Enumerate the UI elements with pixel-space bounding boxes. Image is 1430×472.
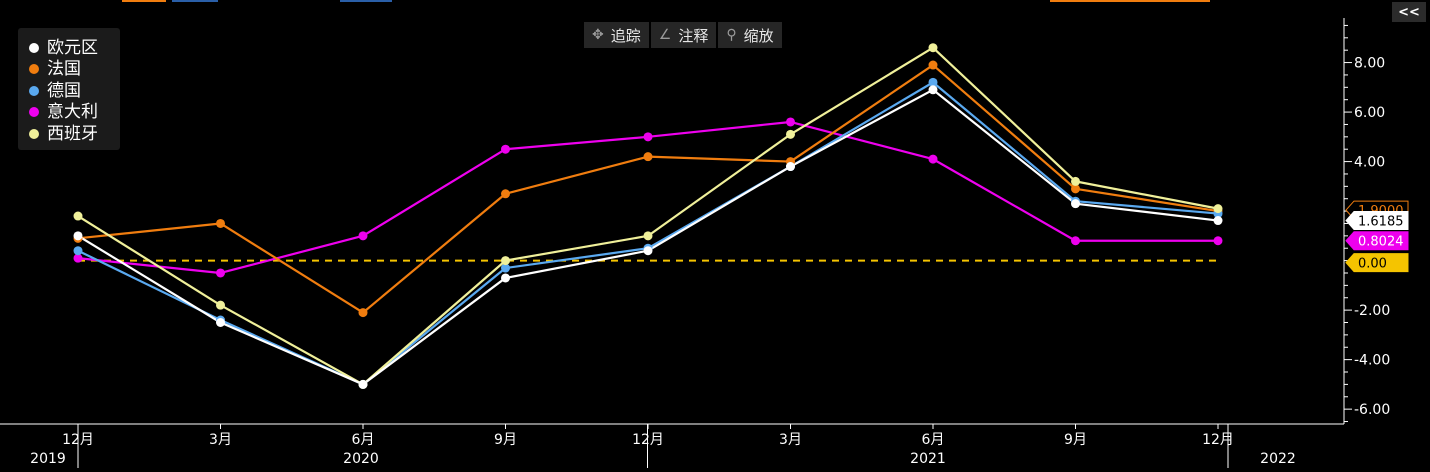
eurozone-end-label-text: 1.6185 xyxy=(1358,215,1404,230)
data-point xyxy=(1071,199,1080,209)
collapse-icon: << xyxy=(1398,4,1420,20)
data-point xyxy=(1071,236,1080,246)
top-strip-orange-2 xyxy=(1050,0,1210,2)
track-label: 追踪 xyxy=(610,26,641,45)
y-tick-label: -4.00 xyxy=(1354,353,1390,369)
legend-dot-icon xyxy=(29,85,39,96)
data-point xyxy=(643,231,653,241)
data-point xyxy=(358,308,368,318)
data-point xyxy=(1213,236,1223,246)
pen-icon: ∠ xyxy=(658,27,672,43)
year-label: 2021 xyxy=(910,451,946,467)
data-point xyxy=(73,246,83,256)
top-strip-blue xyxy=(172,0,218,2)
data-point xyxy=(643,246,653,256)
series-lines xyxy=(77,46,1219,386)
data-point xyxy=(216,318,225,327)
chart-toolbar: ✥ 追踪 ∠ 注释 ⚲ 缩放 xyxy=(584,22,782,48)
year-label: 2019 xyxy=(30,451,66,467)
y-tick-label: -6.00 xyxy=(1354,402,1390,418)
x-tick-label: 12月 xyxy=(1202,432,1234,448)
legend-item[interactable]: 西班牙 xyxy=(18,123,120,145)
legend-label: 意大利 xyxy=(47,102,98,123)
x-tick-label: 9月 xyxy=(494,432,517,448)
data-point xyxy=(358,231,368,241)
data-point xyxy=(216,268,225,278)
data-point xyxy=(928,77,938,87)
data-point xyxy=(1213,204,1223,214)
data-point xyxy=(928,43,938,53)
legend-label: 德国 xyxy=(47,80,81,101)
zoom-button[interactable]: ⚲ 缩放 xyxy=(718,22,782,48)
data-point xyxy=(73,231,83,241)
legend-label: 欧元区 xyxy=(47,37,98,58)
data-point xyxy=(501,189,510,199)
y-tick-label: 4.00 xyxy=(1354,155,1385,171)
legend-item[interactable]: 德国 xyxy=(18,80,120,102)
zero-end-label: 0.00 xyxy=(1345,253,1409,273)
data-point xyxy=(216,300,225,310)
eurozone-end-label-bg xyxy=(1345,211,1409,231)
x-tick-label: 3月 xyxy=(779,432,802,448)
zero-end-label-text: 0.00 xyxy=(1358,257,1387,272)
italy-end-label-bg xyxy=(1345,231,1409,251)
legend-label: 法国 xyxy=(47,59,81,80)
x-tick-label: 6月 xyxy=(922,432,945,448)
data-point xyxy=(928,60,938,70)
axes: -6.00-4.00-2.002.004.006.008.0012月3月6月9月… xyxy=(0,18,1390,468)
eurozone-end-label: 1.6185 xyxy=(1345,211,1409,231)
x-tick-label: 6月 xyxy=(352,432,375,448)
data-point xyxy=(501,273,510,283)
data-point xyxy=(643,152,653,162)
legend-dot-icon xyxy=(29,42,39,53)
zoom-label: 缩放 xyxy=(743,26,774,45)
data-point xyxy=(928,154,938,164)
track-button[interactable]: ✥ 追踪 xyxy=(584,22,649,48)
data-point xyxy=(358,379,368,389)
zero-end-label-bg xyxy=(1345,253,1409,273)
legend-item[interactable]: 意大利 xyxy=(18,102,120,124)
magnifier-icon: ⚲ xyxy=(726,27,737,43)
data-point xyxy=(1071,184,1080,194)
y-tick-label: -2.00 xyxy=(1354,303,1390,319)
data-point xyxy=(928,85,938,95)
data-point xyxy=(786,129,795,139)
data-point xyxy=(1071,176,1080,186)
crosshair-icon: ✥ xyxy=(592,27,604,43)
italy-end-label-text: 0.8024 xyxy=(1358,235,1404,250)
annotate-label: 注释 xyxy=(678,26,709,45)
data-point xyxy=(786,117,795,127)
legend-dot-icon xyxy=(29,128,39,139)
top-strip-blue-2 xyxy=(340,0,392,2)
data-point xyxy=(1213,216,1223,226)
collapse-button[interactable]: << xyxy=(1392,2,1426,22)
x-tick-label: 3月 xyxy=(209,432,232,448)
y-tick-label: 6.00 xyxy=(1354,105,1385,121)
year-label: 2020 xyxy=(343,451,379,467)
data-point xyxy=(501,256,510,266)
legend-label: 西班牙 xyxy=(47,123,98,144)
y-tick-label: 8.00 xyxy=(1354,56,1385,72)
year-label: 2022 xyxy=(1260,451,1296,467)
italy-end-label: 0.8024 xyxy=(1345,231,1409,251)
annotate-button[interactable]: ∠ 注释 xyxy=(650,22,717,48)
series-line-1 xyxy=(77,63,1219,314)
legend-item[interactable]: 法国 xyxy=(18,59,120,81)
legend-dot-icon xyxy=(29,64,39,75)
top-strip-orange xyxy=(122,0,166,2)
legend-item[interactable]: 欧元区 xyxy=(18,37,120,59)
series-points xyxy=(73,43,1223,389)
data-point xyxy=(643,132,653,142)
data-point xyxy=(786,162,795,172)
data-point xyxy=(501,144,510,154)
data-point xyxy=(216,218,225,228)
data-point xyxy=(73,253,83,263)
data-point xyxy=(73,211,83,221)
x-tick-label: 9月 xyxy=(1064,432,1087,448)
legend-dot-icon xyxy=(29,107,39,118)
chart-legend: 欧元区 法国 德国 意大利 西班牙 xyxy=(18,28,120,150)
data-point xyxy=(501,263,510,273)
